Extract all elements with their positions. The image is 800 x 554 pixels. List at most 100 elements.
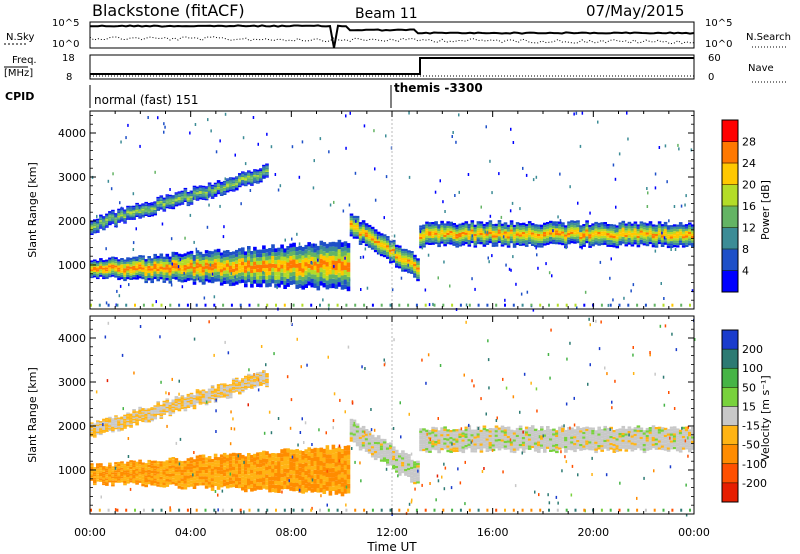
heatmap-cell [117,421,121,424]
heatmap-cell [198,257,203,261]
heatmap-cell [141,213,145,215]
heatmap-cell [213,390,218,392]
heatmap-cell [250,280,254,284]
heatmap-cell [678,226,683,229]
heatmap-cell [135,277,139,280]
heatmap-cell [395,456,399,459]
heatmap-cell [325,284,330,290]
heatmap-cell [413,468,417,471]
heatmap-cell [509,231,514,234]
heatmap-cell [425,445,429,448]
heatmap-cell [304,253,308,258]
heatmap-cell [244,283,248,288]
heatmap-cell [382,448,387,451]
nsearch-tick-bottom: 10^0 [705,39,732,50]
heatmap-cell [192,471,197,475]
heatmap-cell [337,470,342,475]
heatmap-cell [280,264,284,269]
heatmap-cell [627,224,632,227]
noise-cell [646,205,649,208]
heatmap-cell [376,247,381,250]
noise-cell [491,191,493,195]
heatmap-cell [262,371,266,373]
heatmap-cell [328,463,333,469]
heatmap-cell [195,455,200,459]
heatmap-cell [117,211,121,213]
heatmap-cell [186,192,191,194]
heatmap-cell [392,244,396,247]
heatmap-cell [144,201,148,204]
heatmap-cell [434,232,438,235]
heatmap-cell [174,205,179,207]
heatmap-cell [126,257,130,260]
heatmap-cell [422,428,426,431]
heatmap-cell [180,254,185,257]
heatmap-cell [171,195,176,197]
heatmap-cell [479,223,484,226]
heatmap-cell [283,472,287,477]
heatmap-cell [256,175,260,177]
heatmap-cell [256,373,260,376]
heatmap-cell [150,410,154,412]
heatmap-cell [464,237,469,240]
heatmap-cell [567,232,571,236]
heatmap-cell [102,260,106,262]
heatmap-cell [174,471,179,475]
heatmap-cell [346,286,351,292]
heatmap-cell [150,202,154,204]
heatmap-cell [316,479,321,484]
heatmap-cell [262,260,266,265]
heatmap-cell [198,473,203,477]
heatmap-cell [186,275,191,278]
noise-cell [522,166,524,170]
heatmap-cell [485,240,490,243]
heatmap-cell [259,463,263,468]
heatmap-cell [198,188,203,190]
heatmap-cell [144,263,148,267]
heatmap-cell [231,384,236,386]
heatmap-cell [521,243,526,246]
heatmap-cell [515,238,520,241]
heatmap-cell [225,270,230,274]
heatmap-cell [615,232,620,235]
heatmap-cell [111,421,115,423]
heatmap-cell [482,228,487,231]
heatmap-cell [108,271,112,274]
heatmap-cell [307,263,311,269]
heatmap-cell [144,421,148,423]
heatmap-cell [488,428,493,431]
heatmap-cell [162,469,167,472]
heatmap-cell [555,235,559,238]
heatmap-cell [277,469,281,473]
noise-cell [647,191,649,195]
heatmap-cell [186,203,191,205]
heatmap-cell [470,447,475,451]
heatmap-cell [247,456,251,461]
heatmap-cell [482,237,487,240]
heatmap-cell [195,401,200,404]
heatmap-cell [99,218,103,221]
heatmap-cell [111,429,115,431]
heatmap-cell [651,233,656,236]
heatmap-cell [259,376,263,378]
heatmap-cell [367,231,372,235]
heatmap-cell [153,415,157,417]
noise-cell [393,234,396,238]
heatmap-cell [90,430,94,433]
heatmap-cell [120,425,124,427]
heatmap-cell [99,269,103,272]
heatmap-cell [319,254,324,259]
heatmap-cell [253,250,257,255]
heatmap-cell [189,398,194,400]
heatmap-cell [651,242,656,245]
heatmap-cell [530,227,535,230]
noise-cell [532,178,535,182]
heatmap-cell [386,449,390,452]
heatmap-cell [189,265,194,269]
heatmap-cell [241,483,245,487]
heatmap-cell [141,207,145,210]
heatmap-cell [331,477,336,482]
heatmap-cell [231,459,236,464]
heatmap-cell [111,258,115,261]
heatmap-cell [376,453,381,456]
